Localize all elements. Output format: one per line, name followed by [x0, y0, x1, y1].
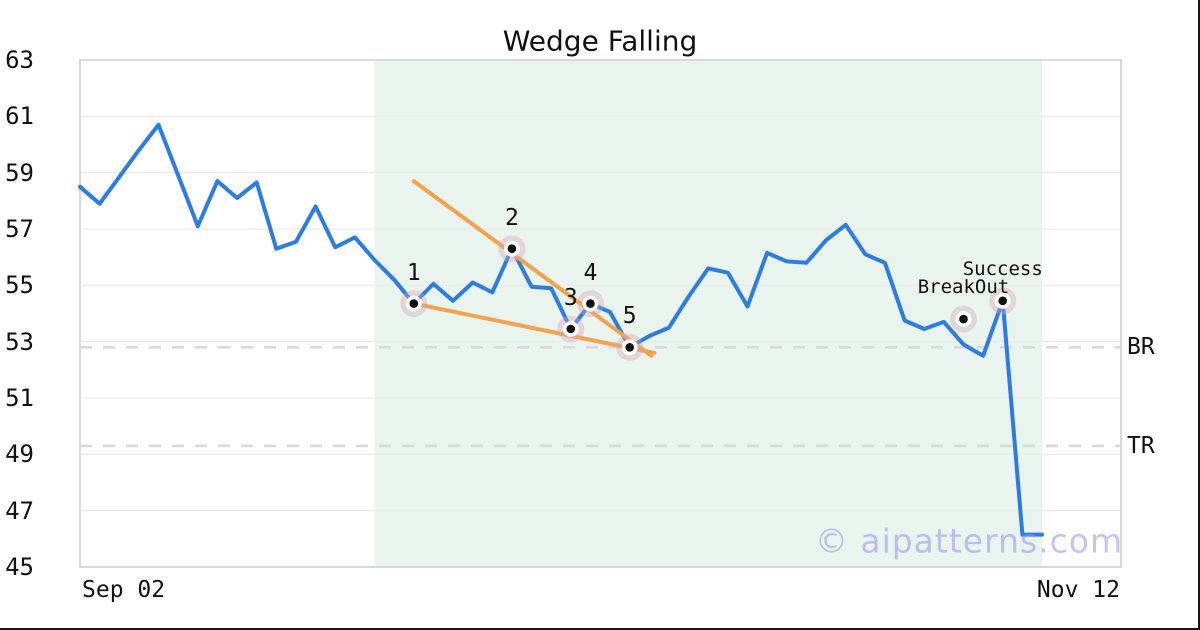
trendline-upper [411, 179, 654, 358]
trendline-lower [411, 301, 657, 355]
image-border-bottom [0, 628, 1200, 630]
marker-dot [409, 299, 419, 308]
pattern-shaded-region [374, 60, 1042, 567]
marker-dot [566, 324, 576, 334]
marker-dot [959, 314, 968, 324]
marker-dot [507, 244, 517, 253]
marker-dot [625, 343, 634, 352]
marker-dot [998, 296, 1007, 306]
price-line [78, 122, 1044, 537]
marker-dot [586, 299, 595, 308]
plot-frame [79, 59, 1122, 568]
image-border-right [1198, 0, 1200, 630]
